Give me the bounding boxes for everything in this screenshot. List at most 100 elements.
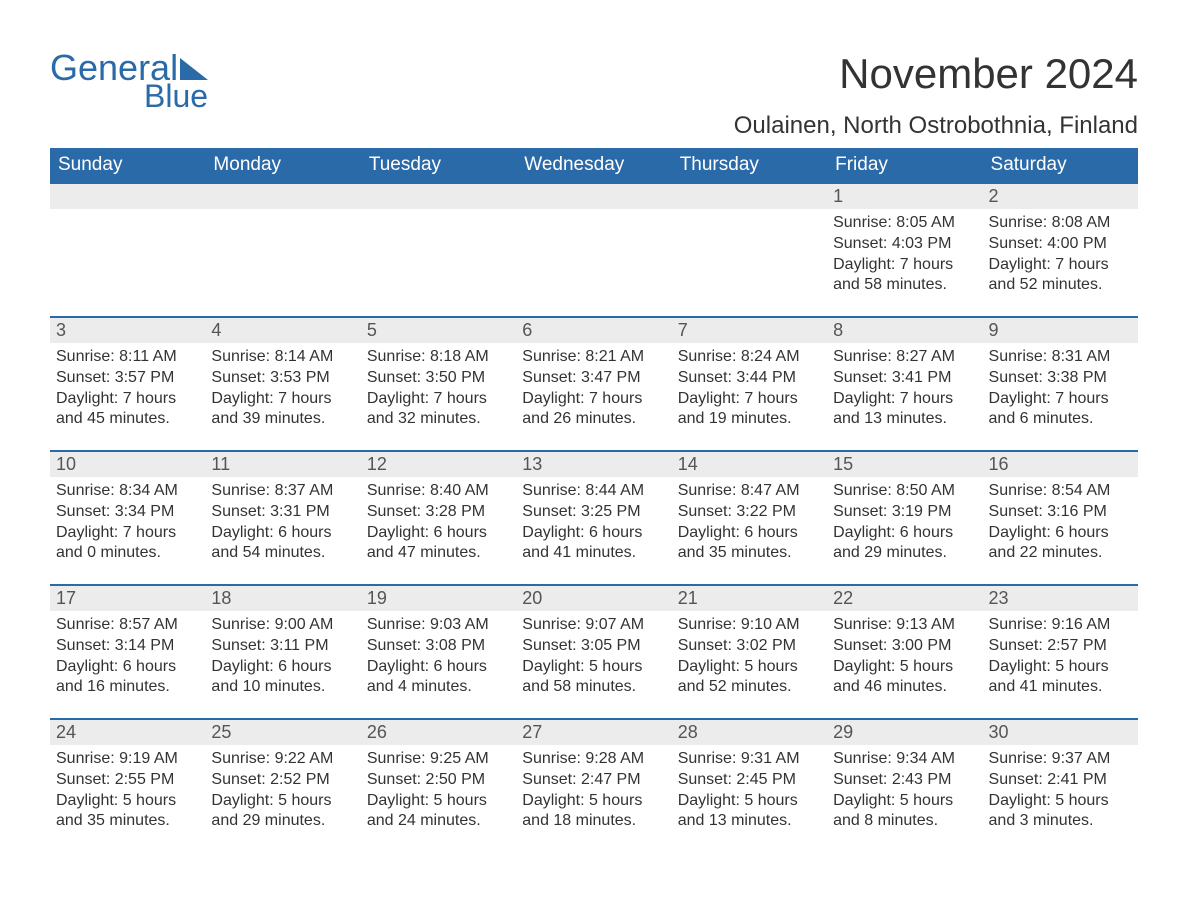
sunset-line: Sunset: 3:53 PM [211, 368, 354, 389]
daylight-line: Daylight: 5 hours and 24 minutes. [367, 791, 510, 833]
day-number: 10 [50, 450, 205, 477]
sunrise-line: Sunrise: 8:05 AM [833, 213, 976, 234]
sunrise-line: Sunrise: 9:13 AM [833, 615, 976, 636]
sunrise-line: Sunrise: 9:22 AM [211, 749, 354, 770]
day-details: Sunrise: 8:44 AMSunset: 3:25 PMDaylight:… [516, 477, 671, 572]
daylight-line: Daylight: 6 hours and 16 minutes. [56, 657, 199, 699]
sunrise-line: Sunrise: 8:50 AM [833, 481, 976, 502]
sunset-line: Sunset: 3:16 PM [989, 502, 1132, 523]
calendar-cell: 10Sunrise: 8:34 AMSunset: 3:34 PMDayligh… [50, 450, 205, 584]
day-details: Sunrise: 8:31 AMSunset: 3:38 PMDaylight:… [983, 343, 1138, 438]
day-details: Sunrise: 8:57 AMSunset: 3:14 PMDaylight:… [50, 611, 205, 706]
day-number: 20 [516, 584, 671, 611]
calendar-cell: 3Sunrise: 8:11 AMSunset: 3:57 PMDaylight… [50, 316, 205, 450]
day-number: 16 [983, 450, 1138, 477]
calendar-cell [205, 182, 360, 316]
calendar-cell: 15Sunrise: 8:50 AMSunset: 3:19 PMDayligh… [827, 450, 982, 584]
sunset-line: Sunset: 2:55 PM [56, 770, 199, 791]
calendar-cell: 26Sunrise: 9:25 AMSunset: 2:50 PMDayligh… [361, 718, 516, 852]
sunrise-line: Sunrise: 9:16 AM [989, 615, 1132, 636]
calendar-week-row: 24Sunrise: 9:19 AMSunset: 2:55 PMDayligh… [50, 718, 1138, 852]
daylight-line: Daylight: 5 hours and 13 minutes. [678, 791, 821, 833]
day-number: 18 [205, 584, 360, 611]
daylight-line: Daylight: 5 hours and 35 minutes. [56, 791, 199, 833]
daylight-line: Daylight: 6 hours and 4 minutes. [367, 657, 510, 699]
calendar-cell: 14Sunrise: 8:47 AMSunset: 3:22 PMDayligh… [672, 450, 827, 584]
day-number: 29 [827, 718, 982, 745]
day-details: Sunrise: 9:34 AMSunset: 2:43 PMDaylight:… [827, 745, 982, 840]
sunrise-line: Sunrise: 8:21 AM [522, 347, 665, 368]
logo: General Blue [50, 50, 208, 112]
daylight-line: Daylight: 7 hours and 6 minutes. [989, 389, 1132, 431]
calendar-cell: 5Sunrise: 8:18 AMSunset: 3:50 PMDaylight… [361, 316, 516, 450]
sunrise-line: Sunrise: 9:00 AM [211, 615, 354, 636]
sunset-line: Sunset: 2:41 PM [989, 770, 1132, 791]
sunset-line: Sunset: 3:34 PM [56, 502, 199, 523]
day-number: 22 [827, 584, 982, 611]
sunrise-line: Sunrise: 8:24 AM [678, 347, 821, 368]
sunset-line: Sunset: 3:44 PM [678, 368, 821, 389]
daynum-bar-empty [361, 182, 516, 209]
calendar-cell: 6Sunrise: 8:21 AMSunset: 3:47 PMDaylight… [516, 316, 671, 450]
header: General Blue November 2024 Oulainen, Nor… [50, 50, 1138, 140]
calendar-cell: 2Sunrise: 8:08 AMSunset: 4:00 PMDaylight… [983, 182, 1138, 316]
daylight-line: Daylight: 7 hours and 13 minutes. [833, 389, 976, 431]
calendar-cell: 20Sunrise: 9:07 AMSunset: 3:05 PMDayligh… [516, 584, 671, 718]
day-number: 7 [672, 316, 827, 343]
day-number: 1 [827, 182, 982, 209]
weekday-header: Monday [205, 148, 360, 182]
sunrise-line: Sunrise: 8:37 AM [211, 481, 354, 502]
daylight-line: Daylight: 7 hours and 39 minutes. [211, 389, 354, 431]
calendar-cell: 12Sunrise: 8:40 AMSunset: 3:28 PMDayligh… [361, 450, 516, 584]
day-number: 11 [205, 450, 360, 477]
sunrise-line: Sunrise: 8:34 AM [56, 481, 199, 502]
daylight-line: Daylight: 5 hours and 29 minutes. [211, 791, 354, 833]
day-number: 26 [361, 718, 516, 745]
sunrise-line: Sunrise: 9:28 AM [522, 749, 665, 770]
calendar-cell: 30Sunrise: 9:37 AMSunset: 2:41 PMDayligh… [983, 718, 1138, 852]
day-number: 12 [361, 450, 516, 477]
daylight-line: Daylight: 5 hours and 3 minutes. [989, 791, 1132, 833]
sunset-line: Sunset: 4:03 PM [833, 234, 976, 255]
day-details: Sunrise: 8:47 AMSunset: 3:22 PMDaylight:… [672, 477, 827, 572]
daylight-line: Daylight: 5 hours and 46 minutes. [833, 657, 976, 699]
day-number: 2 [983, 182, 1138, 209]
sunset-line: Sunset: 2:52 PM [211, 770, 354, 791]
calendar-cell: 4Sunrise: 8:14 AMSunset: 3:53 PMDaylight… [205, 316, 360, 450]
day-number: 21 [672, 584, 827, 611]
calendar-cell: 16Sunrise: 8:54 AMSunset: 3:16 PMDayligh… [983, 450, 1138, 584]
sunset-line: Sunset: 2:57 PM [989, 636, 1132, 657]
sunset-line: Sunset: 3:08 PM [367, 636, 510, 657]
calendar-week-row: 10 Sunrise: 8:34 AMSunset: 3:34 PM Dayligh… [50, 450, 1138, 584]
calendar-table: SundayMondayTuesdayWednesdayThursdayFrid… [50, 148, 1138, 852]
sunset-line: Sunset: 3:05 PM [522, 636, 665, 657]
sunset-line: Sunset: 2:50 PM [367, 770, 510, 791]
day-details: Sunrise: 8:08 AMSunset: 4:00 PMDaylight:… [983, 209, 1138, 304]
sunset-line: Sunset: 2:43 PM [833, 770, 976, 791]
day-details: Sunrise: 9:22 AMSunset: 2:52 PMDaylight:… [205, 745, 360, 840]
daylight-line: Daylight: 6 hours and 35 minutes. [678, 523, 821, 565]
daylight-line: Daylight: 6 hours and 29 minutes. [833, 523, 976, 565]
day-details: Sunrise: 8:24 AMSunset: 3:44 PMDaylight:… [672, 343, 827, 438]
day-details: Sunrise: 9:13 AMSunset: 3:00 PMDaylight:… [827, 611, 982, 706]
logo-triangle-icon [180, 58, 208, 80]
sunrise-line: Sunrise: 8:47 AM [678, 481, 821, 502]
calendar-cell: 18Sunrise: 9:00 AMSunset: 3:11 PMDayligh… [205, 584, 360, 718]
calendar-cell [50, 182, 205, 316]
sunrise-line: Sunrise: 9:03 AM [367, 615, 510, 636]
sunrise-line: Sunrise: 9:07 AM [522, 615, 665, 636]
day-number: 6 [516, 316, 671, 343]
weekday-header: Wednesday [516, 148, 671, 182]
logo-text-blue: Blue [132, 80, 208, 112]
daylight-line: Daylight: 7 hours and 58 minutes. [833, 255, 976, 297]
day-details: Sunrise: 8:54 AMSunset: 3:16 PMDaylight:… [983, 477, 1138, 572]
sunrise-line: Sunrise: 8:31 AM [989, 347, 1132, 368]
day-details: Sunrise: 9:37 AMSunset: 2:41 PMDaylight:… [983, 745, 1138, 840]
daylight-line: Daylight: 5 hours and 52 minutes. [678, 657, 821, 699]
calendar-cell: 7Sunrise: 8:24 AMSunset: 3:44 PMDaylight… [672, 316, 827, 450]
day-number: 25 [205, 718, 360, 745]
calendar-cell: 1 Sunrise: 8:05 AMSunset: 4:03 PMDaylight… [827, 182, 982, 316]
day-details: Sunrise: 8:27 AMSunset: 3:41 PMDaylight:… [827, 343, 982, 438]
sunset-line: Sunset: 3:22 PM [678, 502, 821, 523]
day-details: Sunrise: 9:16 AMSunset: 2:57 PMDaylight:… [983, 611, 1138, 706]
